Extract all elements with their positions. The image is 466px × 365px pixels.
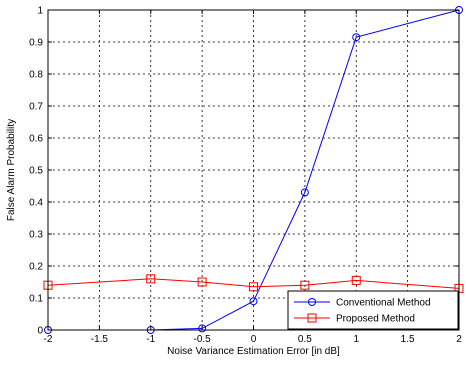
legend-marker: [308, 298, 316, 306]
y-tick-label: 0.7: [29, 102, 43, 113]
legend-label: Proposed Method: [336, 314, 415, 325]
y-tick-label: 1: [37, 6, 43, 17]
legend-marker: [307, 313, 317, 323]
y-tick-label: 0.9: [29, 38, 43, 49]
data-point: [300, 188, 309, 197]
y-tick-label: 0.2: [29, 262, 43, 273]
data-point: [300, 280, 310, 290]
y-tick-label: 0.5: [29, 166, 43, 177]
x-tick-label: 0: [251, 334, 257, 345]
data-point: [352, 33, 361, 42]
data-point: [197, 277, 207, 287]
y-axis-label: False Alarm Probability: [6, 119, 17, 221]
axis-ticks: -2 -1.5 -1 -0.5 0 0.5 1 1.5 2 0 0.1 0.2 0.3 0.4 0.5 0.6…: [29, 6, 462, 346]
x-tick-label: -1: [146, 334, 155, 345]
y-tick-label: 0.6: [29, 134, 43, 145]
legend-item: Proposed Method: [294, 313, 415, 325]
data-point: [198, 324, 207, 333]
x-tick-label: 1: [353, 334, 359, 345]
x-tick-label: 1.5: [401, 334, 415, 345]
x-tick-label: 2: [456, 334, 462, 345]
y-tick-label: 0.1: [29, 294, 43, 305]
legend-item: Conventional Method: [294, 298, 431, 309]
legend: Conventional Method Proposed Method: [287, 290, 459, 330]
y-tick-label: 0: [37, 326, 43, 337]
x-tick-label: -2: [44, 334, 53, 345]
series-line: [47, 278, 460, 289]
legend-box: [287, 290, 459, 330]
y-tick-label: 0.3: [29, 230, 43, 241]
data-point: [351, 275, 361, 285]
y-tick-label: 0.4: [29, 198, 43, 209]
x-tick-label: 0.5: [298, 334, 312, 345]
x-tick-label: -0.5: [194, 334, 212, 345]
x-tick-label: -1.5: [91, 334, 109, 345]
data-point: [249, 297, 258, 306]
data-point: [146, 274, 156, 284]
legend-label: Conventional Method: [336, 298, 431, 309]
y-tick-label: 0.8: [29, 70, 43, 81]
data-point: [249, 282, 258, 292]
grid-lines: [48, 10, 459, 330]
x-axis-label: Noise Variance Estimation Error [in dB]: [167, 346, 340, 357]
